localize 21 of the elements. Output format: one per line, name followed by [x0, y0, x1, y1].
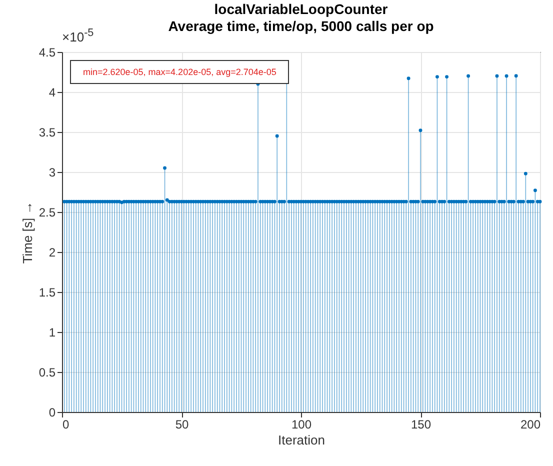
x-tick-label: 150 [410, 418, 432, 432]
chart-subtitle: Average time, time/op, 5000 calls per op [168, 18, 434, 34]
y-tick-label: 3.5 [38, 126, 56, 140]
y-tick-label: 2 [48, 246, 56, 260]
x-tick-label: 50 [175, 418, 189, 432]
y-tick-label: 4.5 [38, 46, 56, 60]
y-axis-title: Time [s] → [20, 201, 35, 264]
y-tick-label: 2.5 [38, 206, 56, 220]
chart-title: localVariableLoopCounter [214, 1, 388, 17]
x-tick-label: 200 [520, 418, 541, 432]
x-axis-title: Iteration [278, 432, 325, 448]
x-tick-label: 0 [62, 418, 70, 432]
y-tick-label: 3 [48, 166, 56, 180]
y-tick-label: 0 [48, 406, 56, 420]
y-tick-label: 0.5 [38, 366, 56, 380]
y-tick-label: 1.5 [38, 286, 56, 300]
x-tick-label: 100 [291, 418, 312, 432]
text: ×10$^{-5}$ [62, 27, 94, 44]
y-tick-label: 1 [48, 326, 56, 340]
annotation: min=2.620e-05, max=4.202e-05, avg=2.704e-05 [70, 60, 290, 84]
y-tick-label: 4 [48, 86, 56, 100]
